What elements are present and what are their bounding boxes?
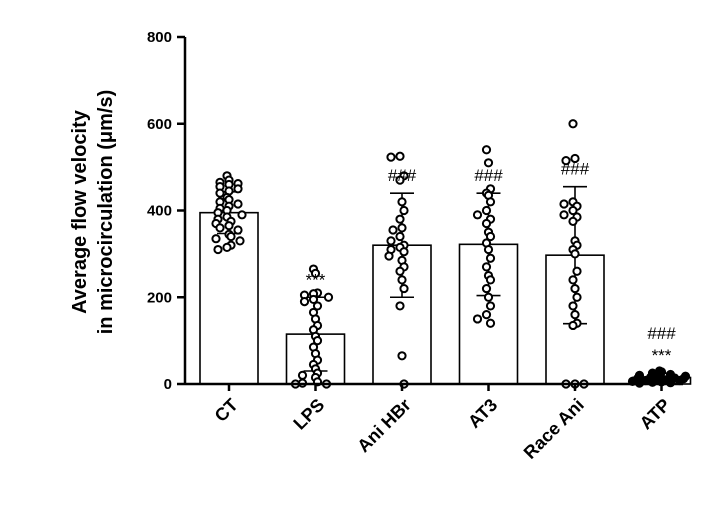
data-point-2-14 [399,247,409,257]
data-point-0-22 [224,221,234,231]
data-point-3-23 [485,318,496,328]
data-point-4-21 [568,320,578,331]
data-point-0-8 [215,188,225,198]
data-point-3-17 [485,275,496,285]
error-bars-layer [217,185,674,383]
data-point-0-27 [211,234,221,244]
data-point-3-22 [472,314,483,324]
data-point-3-1 [483,158,494,168]
data-point-4-6 [568,205,578,216]
data-point-4-4 [559,199,569,209]
y-axis-title-line-2: in microcirculation (μm/s) [95,90,117,335]
data-point-3-5 [485,197,496,207]
significance-label-2-0: ### [388,166,417,185]
data-point-0-26 [226,231,236,242]
data-point-0-6 [233,184,243,194]
data-point-2-19 [397,275,407,285]
data-point-2-22 [397,351,407,361]
x-tick-label-3: AT3 [464,395,501,432]
significance-label-5-0: *** [652,346,672,365]
data-point-4-7 [559,210,569,220]
data-point-0-17 [237,210,247,220]
data-point-0-31 [213,244,223,255]
bars-layer [199,211,692,385]
data-point-2-20 [399,283,409,294]
data-point-1-7 [299,296,310,307]
annotations-layer: *** ### ### ### *** ### [306,160,677,366]
data-point-3-14 [485,253,496,263]
y-tick-label-1: 200 [147,289,172,306]
y-tick-label-4: 800 [147,29,172,46]
x-tick-labels: CT LPS Ani HBr AT3 Race Ani ATP [211,395,675,463]
data-point-3-15 [481,262,492,272]
data-point-4-0 [568,119,578,129]
data-point-4-19 [570,310,580,320]
data-point-4-18 [568,301,578,311]
data-point-4-13 [570,249,580,259]
data-point-2-3 [395,175,405,185]
y-tick-label-2: 400 [147,203,172,220]
data-point-1-1 [310,268,321,278]
axes-layer: 0 200 400 600 800 [147,29,683,393]
data-point-3-6 [481,205,492,216]
data-point-2-18 [395,266,405,276]
x-tick-label-0: CT [211,395,242,426]
data-point-0-12 [233,199,243,209]
data-point-2-10 [386,236,396,246]
data-point-3-11 [485,231,496,242]
x-tick-label-4: Race Ani [520,395,588,463]
significance-label-5-1: ### [647,324,676,343]
data-points-layer [211,119,691,389]
data-point-1-21 [297,370,308,380]
data-point-3-21 [481,310,492,320]
data-point-3-0 [481,145,492,155]
data-point-4-17 [572,292,582,302]
data-point-3-9 [481,218,492,229]
data-point-1-6 [308,294,319,305]
data-point-2-6 [395,214,405,224]
data-point-1-14 [312,336,323,346]
data-point-4-1 [570,153,580,164]
data-point-2-1 [386,152,396,162]
data-point-3-18 [481,283,492,294]
significance-label-4-0: ### [561,160,590,179]
data-point-1-8 [312,301,323,311]
data-point-2-9 [395,231,405,242]
data-point-2-5 [399,205,409,216]
significance-label-1-0: *** [306,270,326,289]
y-tick-label-0: 0 [164,376,172,393]
data-point-0-28 [235,236,245,246]
data-point-0-23 [215,223,225,233]
x-tick-label-1: LPS [289,395,328,434]
data-point-4-9 [568,216,578,226]
data-point-4-16 [570,283,580,294]
data-point-0-30 [222,242,232,252]
x-tick-label-2: Ani HBr [353,395,415,457]
significance-label-3-0: ### [474,166,503,185]
data-point-3-19 [483,292,494,302]
data-point-4-14 [572,266,582,276]
data-point-2-0 [395,151,405,161]
x-tick-label-5: ATP [636,395,675,434]
data-point-2-21 [395,301,405,311]
data-point-3-20 [485,301,496,311]
data-point-4-15 [568,275,578,285]
data-point-3-13 [483,244,494,255]
y-axis-title: Average flow velocity in microcirculatio… [69,90,117,335]
data-point-3-7 [472,210,483,220]
data-point-2-4 [397,197,407,207]
y-axis-title-line-1: Average flow velocity [69,109,91,314]
data-point-1-5 [323,292,334,302]
y-tick-label-3: 600 [147,116,172,133]
data-point-2-8 [388,225,398,235]
data-point-0-24 [233,225,243,235]
data-point-2-15 [384,251,394,261]
data-point-2-7 [397,223,407,233]
data-point-4-2 [561,156,571,166]
